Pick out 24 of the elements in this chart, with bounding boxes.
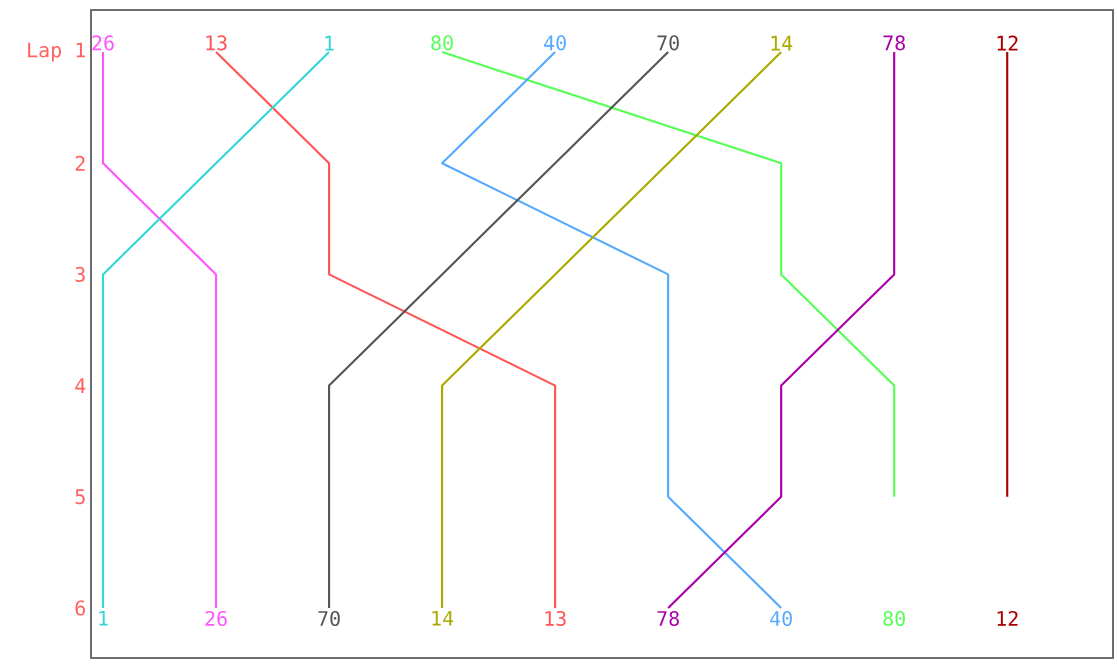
series-label: 70 bbox=[657, 35, 679, 51]
text: 78 bbox=[657, 610, 679, 627]
series-label: 78 bbox=[883, 35, 905, 51]
text: 1 bbox=[99, 610, 108, 626]
text: 13 bbox=[545, 610, 566, 627]
text: 40 bbox=[770, 610, 792, 627]
y-tick-label: 4 bbox=[75, 378, 86, 393]
series-label: 40 bbox=[544, 35, 566, 51]
y-tick-label: 2 bbox=[75, 155, 85, 171]
text: 12 bbox=[997, 610, 1018, 626]
text: 26 bbox=[205, 610, 227, 627]
series-label: 12 bbox=[997, 35, 1018, 51]
text: 70 bbox=[318, 610, 340, 627]
y-tick-label: 5 bbox=[75, 489, 85, 505]
series-label: 80 bbox=[431, 35, 453, 51]
series-label: 1 bbox=[325, 35, 334, 51]
text: 80 bbox=[883, 610, 905, 627]
series-label: 14 bbox=[771, 35, 793, 51]
series-label: 13 bbox=[206, 35, 227, 51]
y-tick-label: 3 bbox=[75, 266, 85, 282]
y-tick-label: Lap 1 bbox=[28, 42, 85, 62]
text: 14 bbox=[432, 610, 454, 626]
series-label: 26 bbox=[92, 35, 114, 51]
y-tick-label: 6 bbox=[75, 600, 85, 616]
